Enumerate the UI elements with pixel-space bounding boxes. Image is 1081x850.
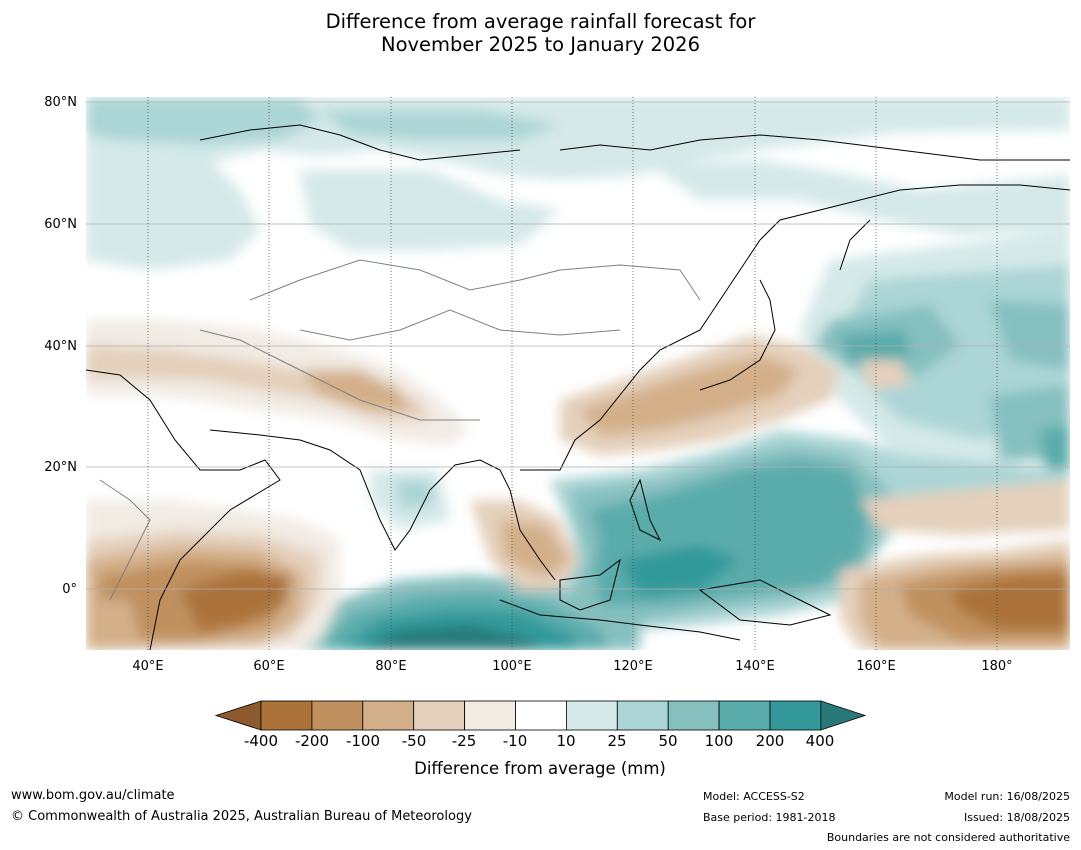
anomaly-contours: [86, 97, 1070, 650]
colorbar-label: -400: [243, 732, 279, 750]
colorbar-swatch: [718, 700, 771, 731]
colorbar-label: -10: [502, 732, 528, 750]
lon-label-40e: 40°E: [132, 659, 164, 674]
footer-model: Model: ACCESS-S2: [703, 790, 805, 803]
lat-label-80n: 80°N: [44, 95, 77, 110]
colorbar-label: 10: [556, 732, 576, 750]
lon-label-180: 180°: [981, 659, 1013, 674]
lon-label-160e: 160°E: [856, 659, 896, 674]
lat-label-40n: 40°N: [44, 339, 77, 354]
colorbar: [214, 700, 867, 731]
colorbar-label: 50: [658, 732, 678, 750]
footer-base-period: Base period: 1981-2018: [703, 811, 836, 824]
country-borders: [99, 259, 701, 601]
footer-disclaimer: Boundaries are not considered authoritat…: [826, 831, 1070, 844]
colorbar-swatch: [616, 700, 669, 731]
lat-label-60n: 60°N: [44, 217, 77, 232]
forecast-field: [86, 97, 1070, 650]
colorbar-label: -25: [451, 732, 477, 750]
coastlines: [86, 124, 1070, 650]
footer-model-run: Model run: 16/08/2025: [944, 790, 1070, 803]
colorbar-swatch: [515, 700, 567, 731]
lon-label-140e: 140°E: [735, 659, 775, 674]
gridlines: [86, 97, 1070, 650]
colorbar-label: -50: [401, 732, 427, 750]
colorbar-swatch: [566, 700, 618, 731]
colorbar-title: Difference from average (mm): [414, 759, 666, 778]
footer-copyright: © Commonwealth of Australia 2025, Austra…: [11, 809, 472, 824]
colorbar-label: 25: [607, 732, 627, 750]
colorbar-label: -100: [345, 732, 381, 750]
colorbar-label: 400: [805, 732, 835, 750]
lon-label-80e: 80°E: [375, 659, 407, 674]
footer-issued: Issued: 18/08/2025: [963, 811, 1070, 824]
lon-label-60e: 60°E: [253, 659, 285, 674]
colorbar-swatch: [464, 700, 516, 731]
title-line-2: November 2025 to January 2026: [381, 33, 700, 56]
colorbar-extend-high: [820, 700, 867, 731]
colorbar-swatch: [311, 700, 364, 731]
colorbar-label: -200: [294, 732, 330, 750]
colorbar-label: 200: [755, 732, 785, 750]
colorbar-swatch: [769, 700, 822, 731]
colorbar-extend-low: [214, 700, 262, 731]
title-line-1: Difference from average rainfall forecas…: [325, 10, 756, 33]
colorbar-swatch: [667, 700, 720, 731]
colorbar-label: 100: [704, 732, 734, 750]
lon-label-100e: 100°E: [492, 659, 532, 674]
lat-label-20n: 20°N: [44, 460, 77, 475]
colorbar-swatch: [362, 700, 415, 731]
lon-label-120e: 120°E: [613, 659, 653, 674]
map-title: Difference from average rainfall forecas…: [0, 10, 1081, 56]
colorbar-swatch: [413, 700, 466, 731]
footer-url: www.bom.gov.au/climate: [11, 788, 175, 803]
colorbar-swatch: [260, 700, 313, 731]
lat-label-0: 0°: [62, 582, 77, 597]
